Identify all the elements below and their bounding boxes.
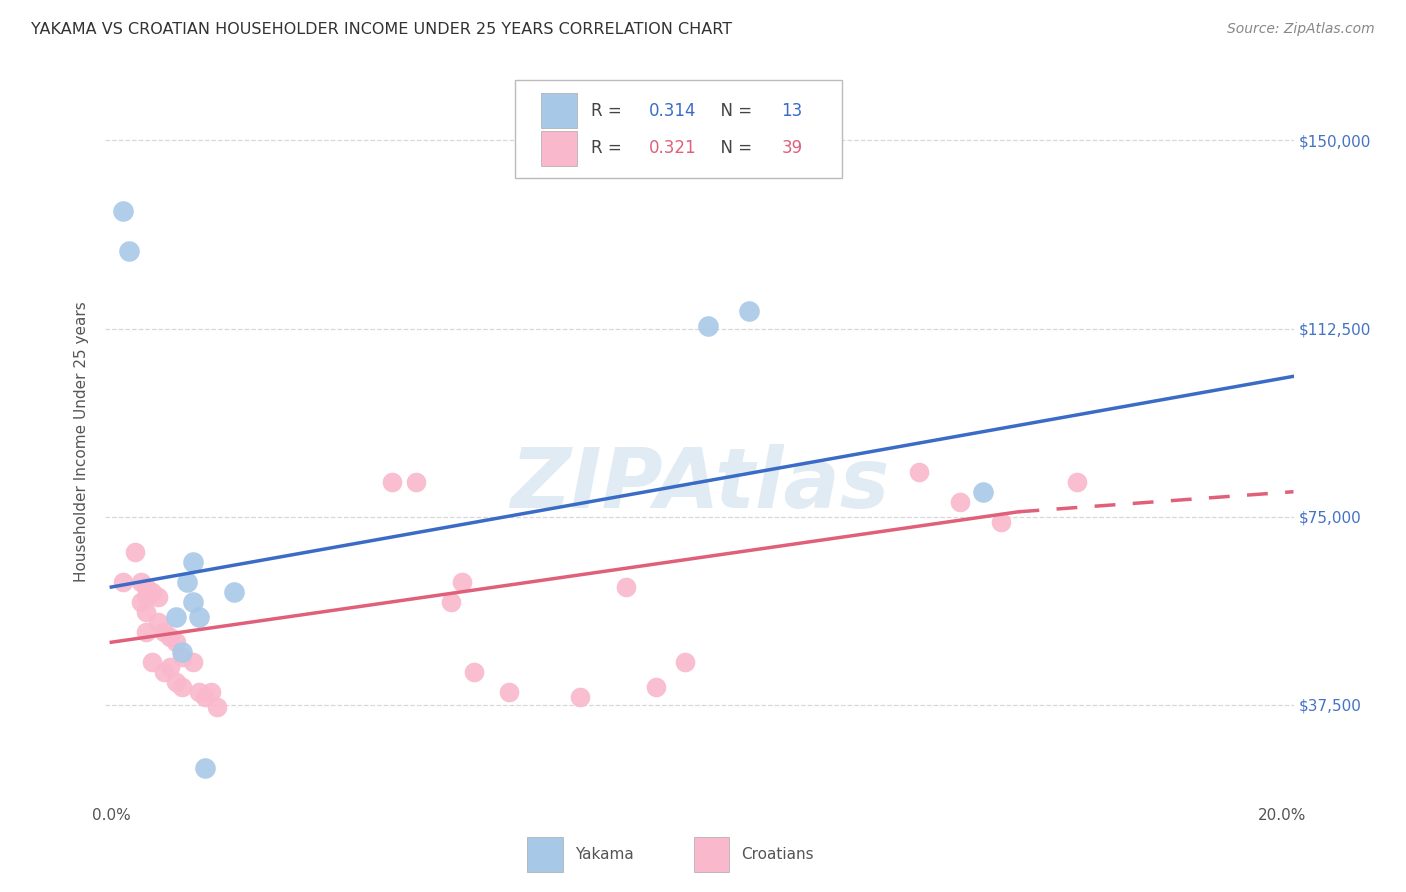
FancyBboxPatch shape: [516, 80, 842, 178]
Point: [135, 580, 157, 594]
Point: [451, 574, 474, 589]
Point: [129, 595, 152, 609]
Point: [440, 595, 463, 609]
Text: 0.314: 0.314: [648, 102, 696, 120]
Point: [949, 494, 972, 508]
Point: [181, 595, 204, 609]
Point: [111, 203, 134, 218]
Point: [170, 645, 193, 659]
Point: [194, 690, 217, 705]
Point: [159, 660, 181, 674]
Text: N =: N =: [710, 139, 758, 157]
Point: [181, 555, 204, 569]
Point: [146, 615, 169, 630]
Point: [614, 580, 637, 594]
Text: Yakama: Yakama: [575, 847, 634, 863]
FancyBboxPatch shape: [541, 94, 576, 128]
Point: [165, 610, 187, 624]
Text: 39: 39: [782, 139, 803, 157]
Point: [118, 244, 141, 258]
Text: N =: N =: [710, 102, 758, 120]
Point: [141, 585, 163, 599]
Point: [141, 655, 163, 669]
Point: [463, 665, 485, 680]
Point: [568, 690, 591, 705]
Point: [135, 625, 157, 640]
Point: [124, 545, 146, 559]
Text: 13: 13: [782, 102, 803, 120]
Text: R =: R =: [592, 139, 627, 157]
Point: [738, 304, 761, 318]
Point: [111, 574, 134, 589]
Point: [1066, 475, 1088, 489]
FancyBboxPatch shape: [693, 838, 730, 872]
Point: [908, 465, 931, 479]
Point: [153, 625, 176, 640]
Point: [990, 515, 1012, 529]
FancyBboxPatch shape: [541, 131, 576, 166]
Text: Source: ZipAtlas.com: Source: ZipAtlas.com: [1227, 22, 1375, 37]
Point: [224, 585, 246, 599]
Point: [165, 635, 187, 649]
Point: [146, 590, 169, 604]
Point: [205, 700, 228, 714]
Point: [697, 319, 720, 334]
Point: [170, 650, 193, 665]
Text: 0.321: 0.321: [648, 139, 696, 157]
Text: ZIPAtlas: ZIPAtlas: [510, 444, 889, 525]
Point: [644, 681, 666, 695]
Point: [194, 761, 217, 775]
Point: [381, 475, 404, 489]
Point: [135, 605, 157, 619]
Point: [153, 665, 176, 680]
Point: [972, 484, 994, 499]
Point: [181, 655, 204, 669]
Text: Croatians: Croatians: [741, 847, 814, 863]
Point: [159, 630, 181, 644]
Point: [405, 475, 427, 489]
Point: [188, 610, 211, 624]
Point: [170, 681, 193, 695]
Point: [129, 574, 152, 589]
Y-axis label: Householder Income Under 25 years: Householder Income Under 25 years: [75, 301, 90, 582]
Text: YAKAMA VS CROATIAN HOUSEHOLDER INCOME UNDER 25 YEARS CORRELATION CHART: YAKAMA VS CROATIAN HOUSEHOLDER INCOME UN…: [31, 22, 733, 37]
FancyBboxPatch shape: [527, 838, 562, 872]
Point: [673, 655, 696, 669]
Point: [135, 590, 157, 604]
Point: [498, 685, 520, 699]
Point: [165, 675, 187, 690]
Text: R =: R =: [592, 102, 627, 120]
Point: [176, 574, 198, 589]
Point: [188, 685, 211, 699]
Point: [200, 685, 222, 699]
